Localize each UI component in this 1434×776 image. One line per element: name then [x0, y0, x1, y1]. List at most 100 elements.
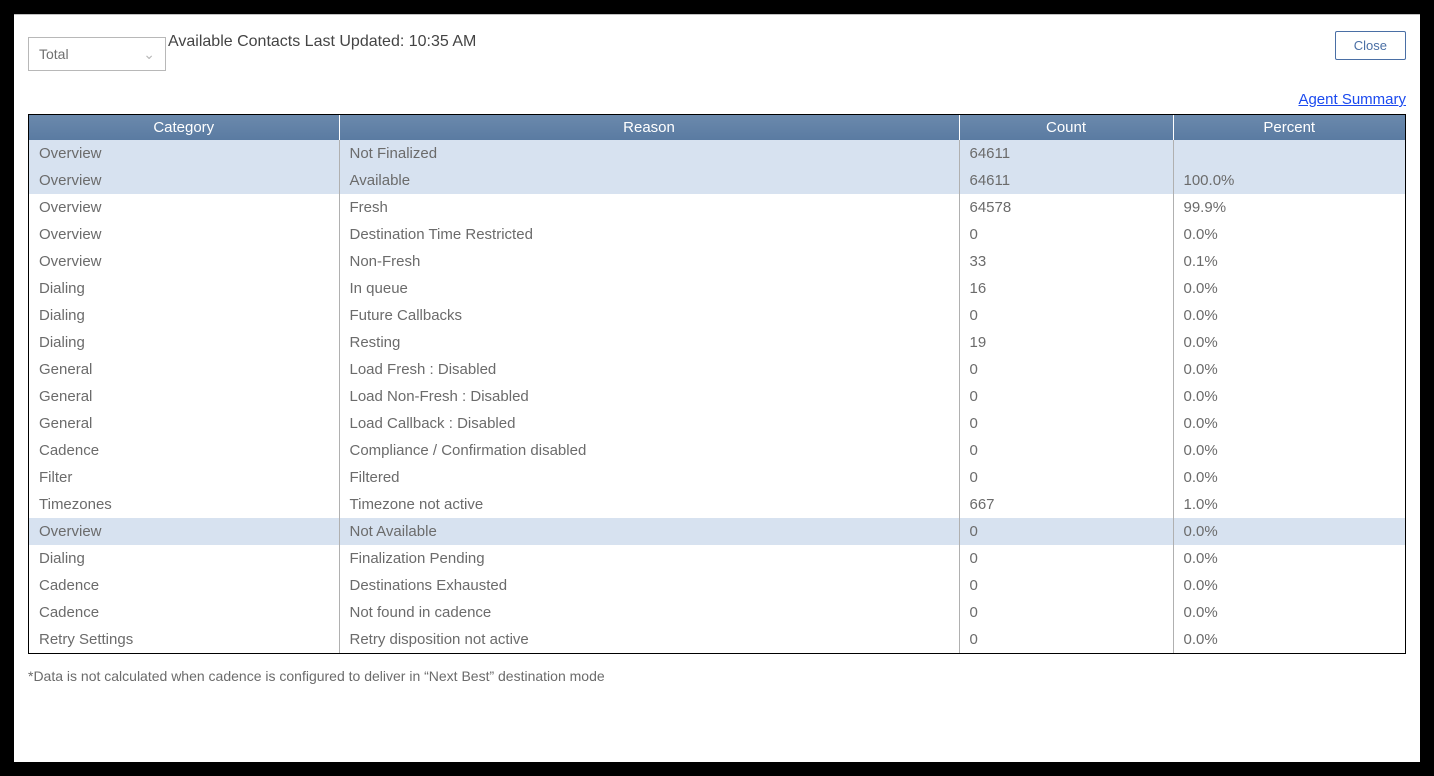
cell-category: Dialing: [29, 329, 339, 356]
dialog-window: Close Total ⌄ Available Contacts Last Up…: [14, 14, 1420, 762]
cell-reason: Not found in cadence: [339, 599, 959, 626]
cell-count: 0: [959, 302, 1173, 329]
last-updated-text: Available Contacts Last Updated: 10:35 A…: [168, 33, 476, 51]
footnote-text: *Data is not calculated when cadence is …: [28, 668, 1406, 684]
data-table: Category Reason Count Percent OverviewNo…: [29, 115, 1405, 653]
cell-percent: 0.0%: [1173, 275, 1405, 302]
cell-percent: 0.0%: [1173, 599, 1405, 626]
cell-percent: 0.0%: [1173, 302, 1405, 329]
col-header-percent[interactable]: Percent: [1173, 115, 1405, 140]
cell-category: Dialing: [29, 545, 339, 572]
cell-category: Filter: [29, 464, 339, 491]
cell-category: Overview: [29, 140, 339, 167]
cell-count: 64611: [959, 140, 1173, 167]
cell-count: 64611: [959, 167, 1173, 194]
cell-percent: 1.0%: [1173, 491, 1405, 518]
cell-reason: Load Fresh : Disabled: [339, 356, 959, 383]
table-header-row: Category Reason Count Percent: [29, 115, 1405, 140]
cell-category: General: [29, 410, 339, 437]
cell-count: 0: [959, 545, 1173, 572]
table-row: OverviewNot Finalized64611: [29, 140, 1405, 167]
cell-reason: Not Available: [339, 518, 959, 545]
cell-category: Overview: [29, 167, 339, 194]
table-row: CadenceCompliance / Confirmation disable…: [29, 437, 1405, 464]
cell-category: Overview: [29, 518, 339, 545]
cell-reason: Non-Fresh: [339, 248, 959, 275]
cell-category: Overview: [29, 221, 339, 248]
cell-reason: Destination Time Restricted: [339, 221, 959, 248]
data-table-wrap: Category Reason Count Percent OverviewNo…: [28, 114, 1406, 654]
cell-reason: Fresh: [339, 194, 959, 221]
cell-reason: Future Callbacks: [339, 302, 959, 329]
cell-reason: Load Callback : Disabled: [339, 410, 959, 437]
col-header-count[interactable]: Count: [959, 115, 1173, 140]
cell-percent: 0.0%: [1173, 437, 1405, 464]
cell-count: 0: [959, 626, 1173, 653]
cell-count: 0: [959, 356, 1173, 383]
cell-reason: Retry disposition not active: [339, 626, 959, 653]
cell-category: Cadence: [29, 572, 339, 599]
table-row: OverviewAvailable64611100.0%: [29, 167, 1405, 194]
cell-category: Overview: [29, 194, 339, 221]
table-row: GeneralLoad Non-Fresh : Disabled00.0%: [29, 383, 1405, 410]
cell-category: Retry Settings: [29, 626, 339, 653]
table-row: DialingIn queue160.0%: [29, 275, 1405, 302]
table-row: TimezonesTimezone not active6671.0%: [29, 491, 1405, 518]
cell-count: 0: [959, 437, 1173, 464]
cell-count: 0: [959, 464, 1173, 491]
cell-percent: 0.0%: [1173, 329, 1405, 356]
col-header-category[interactable]: Category: [29, 115, 339, 140]
cell-reason: Timezone not active: [339, 491, 959, 518]
cell-reason: Not Finalized: [339, 140, 959, 167]
cell-count: 0: [959, 599, 1173, 626]
cell-percent: [1173, 140, 1405, 167]
cell-percent: 0.0%: [1173, 545, 1405, 572]
table-row: CadenceDestinations Exhausted00.0%: [29, 572, 1405, 599]
cell-percent: 0.0%: [1173, 572, 1405, 599]
cell-category: Cadence: [29, 599, 339, 626]
topbar: Total ⌄ Available Contacts Last Updated:…: [28, 33, 1406, 71]
cell-percent: 0.0%: [1173, 383, 1405, 410]
cell-percent: 0.1%: [1173, 248, 1405, 275]
table-row: OverviewNon-Fresh330.1%: [29, 248, 1405, 275]
cell-count: 19: [959, 329, 1173, 356]
cell-reason: Load Non-Fresh : Disabled: [339, 383, 959, 410]
cell-count: 0: [959, 410, 1173, 437]
close-button[interactable]: Close: [1335, 31, 1406, 60]
cell-count: 33: [959, 248, 1173, 275]
cell-count: 64578: [959, 194, 1173, 221]
cell-percent: 0.0%: [1173, 626, 1405, 653]
cell-category: Timezones: [29, 491, 339, 518]
cell-percent: 0.0%: [1173, 410, 1405, 437]
table-row: OverviewFresh6457899.9%: [29, 194, 1405, 221]
cell-percent: 100.0%: [1173, 167, 1405, 194]
table-row: DialingFinalization Pending00.0%: [29, 545, 1405, 572]
cell-reason: In queue: [339, 275, 959, 302]
scope-select-value: Total: [39, 46, 69, 62]
scope-select[interactable]: Total ⌄: [28, 37, 166, 71]
chevron-down-icon: ⌄: [143, 46, 155, 63]
cell-category: Dialing: [29, 302, 339, 329]
table-row: Retry SettingsRetry disposition not acti…: [29, 626, 1405, 653]
cell-percent: 0.0%: [1173, 221, 1405, 248]
cell-reason: Finalization Pending: [339, 545, 959, 572]
table-row: DialingResting190.0%: [29, 329, 1405, 356]
cell-count: 0: [959, 572, 1173, 599]
cell-category: Cadence: [29, 437, 339, 464]
cell-percent: 0.0%: [1173, 518, 1405, 545]
cell-count: 0: [959, 518, 1173, 545]
cell-count: 0: [959, 383, 1173, 410]
col-header-reason[interactable]: Reason: [339, 115, 959, 140]
cell-category: Overview: [29, 248, 339, 275]
table-row: OverviewDestination Time Restricted00.0%: [29, 221, 1405, 248]
table-row: OverviewNot Available00.0%: [29, 518, 1405, 545]
cell-count: 16: [959, 275, 1173, 302]
table-row: GeneralLoad Fresh : Disabled00.0%: [29, 356, 1405, 383]
cell-percent: 0.0%: [1173, 464, 1405, 491]
table-row: FilterFiltered00.0%: [29, 464, 1405, 491]
agent-summary-link[interactable]: Agent Summary: [28, 91, 1406, 108]
cell-percent: 99.9%: [1173, 194, 1405, 221]
cell-category: General: [29, 356, 339, 383]
cell-category: Dialing: [29, 275, 339, 302]
cell-category: General: [29, 383, 339, 410]
